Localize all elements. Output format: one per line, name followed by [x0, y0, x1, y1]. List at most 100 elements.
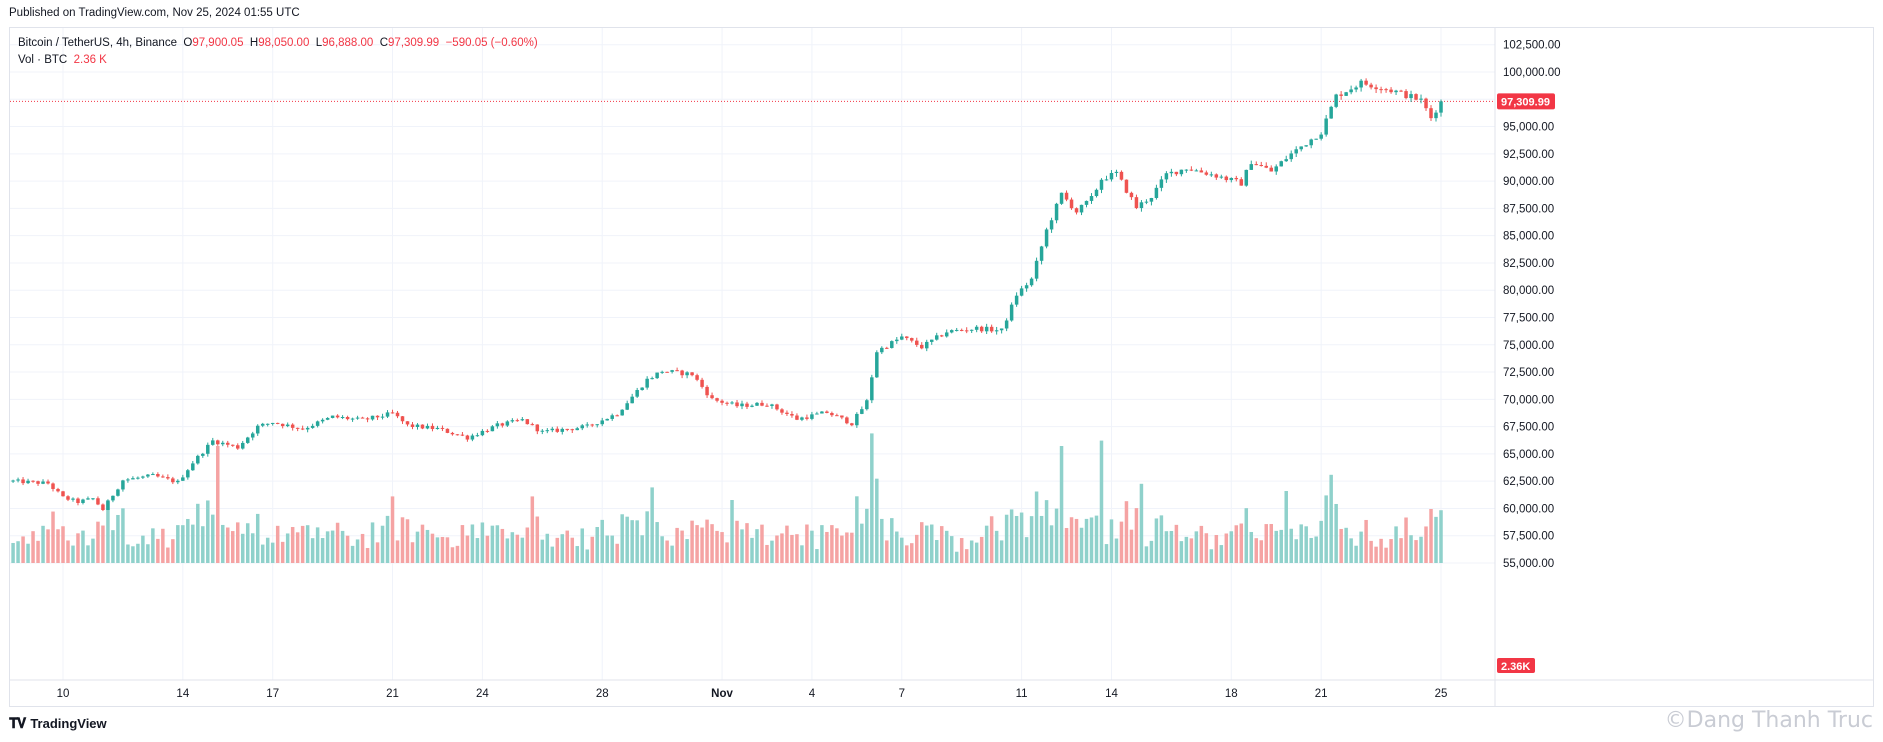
last-volume-tag-bg — [1497, 658, 1535, 673]
candle-body — [835, 415, 839, 417]
candle-body — [71, 498, 75, 500]
volume-bar — [530, 496, 535, 563]
price-axis[interactable]: 102,500.00100,000.0097,500.0095,000.0092… — [1494, 28, 1561, 707]
volume-bar — [1079, 527, 1084, 563]
candle-body — [146, 474, 150, 477]
volume-bar — [550, 546, 555, 563]
candle-body — [1424, 98, 1428, 109]
close-label: C — [379, 37, 389, 49]
volume-bar — [949, 536, 954, 563]
volume-bar — [1154, 518, 1159, 563]
candle-body — [226, 442, 230, 445]
candle-body — [240, 442, 245, 449]
volume-bar — [375, 542, 380, 563]
open-value: 97,900.05 — [192, 37, 244, 49]
candle-body — [924, 341, 929, 349]
volume-bar — [790, 534, 794, 563]
volume-bar — [106, 501, 110, 563]
candle-body — [1364, 80, 1368, 85]
volume-bar — [1144, 546, 1149, 563]
candle-body — [1294, 149, 1298, 154]
volume-bar — [655, 522, 659, 563]
volume-bar — [146, 544, 150, 563]
candle-body — [116, 489, 120, 496]
candle-body — [515, 420, 520, 422]
time-axis[interactable]: 10 14 17 21 24 28 Nov 4 7 11 14 18 21 25 — [10, 679, 1874, 700]
candle-body — [720, 400, 724, 403]
candle-body — [1114, 171, 1119, 173]
candle-body — [785, 412, 789, 414]
volume-bar — [1374, 546, 1378, 563]
candle-body — [21, 479, 25, 484]
volume-bar — [1089, 517, 1094, 563]
volume-bar — [126, 544, 130, 563]
volume-bar — [1309, 537, 1313, 563]
candle-body — [695, 375, 699, 380]
volume-bar — [460, 525, 465, 563]
volume-bar — [1019, 512, 1024, 563]
volume-bar — [235, 522, 240, 563]
candlesticks — [11, 78, 1443, 512]
volume-value: 2.36 K — [73, 54, 107, 66]
volume-bar — [905, 545, 909, 563]
volume-bar — [1334, 503, 1338, 563]
candle-body — [1214, 174, 1219, 178]
volume-bar — [445, 537, 450, 563]
candle-body — [530, 424, 535, 426]
volume-bar — [1329, 474, 1333, 563]
volume-bar — [470, 524, 475, 563]
volume-bar — [1209, 549, 1214, 563]
candle-body — [910, 338, 914, 341]
volume-bar — [156, 538, 160, 563]
candle-body — [994, 330, 999, 332]
symbol-title[interactable]: Bitcoin / TetherUS, 4h, Binance — [18, 37, 177, 49]
volume-bar — [201, 526, 205, 563]
candle-body — [680, 370, 684, 376]
volume-bar — [26, 543, 30, 563]
volume-bar — [1224, 533, 1229, 563]
volume-bar — [635, 520, 639, 563]
volume-label[interactable]: Vol · BTC — [18, 54, 68, 66]
volume-bar — [141, 535, 145, 563]
volume-bar — [1039, 515, 1044, 563]
candle-body — [270, 422, 275, 424]
candle-body — [1209, 174, 1214, 176]
volume-bar — [540, 539, 545, 563]
candle-body — [1254, 164, 1259, 166]
candle-body — [36, 481, 40, 484]
volume-bar — [969, 540, 974, 563]
candle-body — [1394, 90, 1398, 93]
last-volume-tag: 2.36K — [1497, 658, 1535, 673]
candle-body — [360, 417, 365, 419]
volume-bar — [1169, 530, 1174, 563]
volume-bar — [825, 531, 829, 563]
volume-bar — [1434, 516, 1438, 563]
price-tick-label: 60,000.00 — [1503, 503, 1554, 515]
volume-bar — [166, 547, 170, 563]
volume-bar — [465, 535, 470, 563]
volume-bar — [1054, 508, 1059, 563]
volume-bar — [1279, 529, 1283, 563]
volume-bar — [1289, 528, 1293, 563]
volume-bar — [1429, 509, 1433, 563]
tradingview-brand[interactable]: 𝐓𝐕 TradingView — [9, 715, 107, 732]
candle-body — [760, 402, 764, 406]
volume-bar — [490, 525, 495, 563]
volume-bar — [700, 527, 704, 563]
candle-body — [775, 404, 779, 410]
volume-bar — [1244, 508, 1249, 563]
chart-legend: Bitcoin / TetherUS, 4h, Binance O97,900.… — [18, 35, 538, 69]
volume-bar — [1129, 529, 1134, 563]
candle-body — [600, 420, 604, 425]
candle-body — [350, 418, 355, 420]
volume-bar — [640, 535, 644, 563]
high-value: 98,050.00 — [258, 37, 310, 49]
price-tick-label: 55,000.00 — [1503, 558, 1554, 570]
candle-body — [535, 424, 540, 432]
volume-bar — [81, 530, 85, 563]
volume-bar — [595, 526, 599, 563]
volume-bar — [275, 525, 280, 563]
candle-body — [56, 488, 60, 492]
volume-bar — [1249, 531, 1254, 563]
